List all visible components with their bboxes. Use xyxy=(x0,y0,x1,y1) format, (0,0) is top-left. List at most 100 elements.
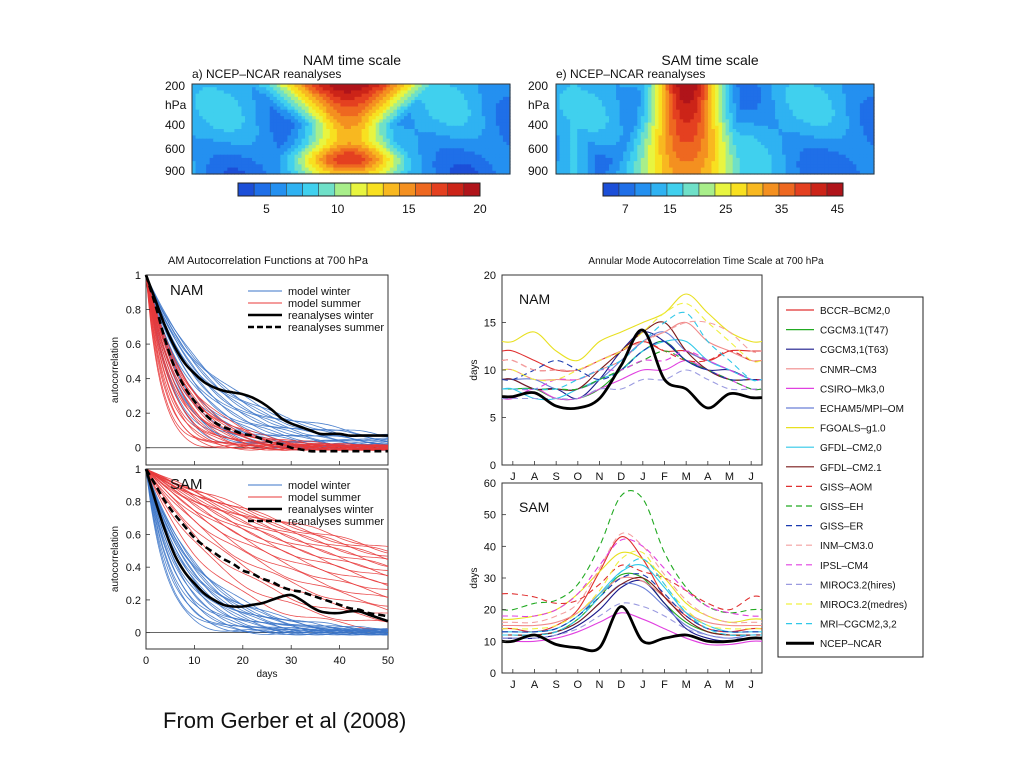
heatmap-cell xyxy=(690,151,695,156)
heatmap-cell xyxy=(414,103,419,108)
heatmap-cell xyxy=(764,106,769,111)
heatmap-cell xyxy=(266,90,271,95)
heatmap-cell xyxy=(831,109,836,114)
heatmap-cell xyxy=(192,112,197,117)
heatmap-cell xyxy=(810,157,815,162)
heatmap-cell xyxy=(651,138,656,143)
heatmap-cell xyxy=(287,129,292,133)
heatmap-cell xyxy=(347,125,352,130)
heatmap-cell xyxy=(347,109,352,114)
heatmap-cell xyxy=(206,129,211,133)
heatmap-cell xyxy=(432,96,437,101)
heatmap-cell xyxy=(192,84,197,88)
heatmap-cell xyxy=(672,145,677,149)
heatmap-cell xyxy=(467,96,472,101)
heatmap-cell xyxy=(305,145,310,149)
heatmap-cell xyxy=(453,100,458,104)
heatmap-cell xyxy=(382,145,387,149)
heatmap-cell xyxy=(227,103,232,108)
heatmap-cell xyxy=(856,90,861,95)
heatmap-cell xyxy=(305,132,310,137)
heatmap-cell xyxy=(478,141,483,146)
heatmap-cell xyxy=(573,119,578,124)
heatmap-cell xyxy=(237,141,243,146)
heatmap-cell xyxy=(654,151,660,156)
heatmap-cell xyxy=(305,122,310,127)
heatmap-cell xyxy=(365,125,370,130)
heatmap-cell xyxy=(849,141,854,146)
heatmap-cell xyxy=(375,154,380,159)
heatmap-cell xyxy=(792,138,797,143)
heatmap-cell xyxy=(715,87,720,92)
heatmap-cell xyxy=(407,90,412,95)
heatmap-cell xyxy=(697,129,702,133)
heatmap-cell xyxy=(382,87,387,92)
heatmap-cell xyxy=(821,129,826,133)
heatmap-cell xyxy=(506,135,511,140)
heatmap-cell xyxy=(404,154,409,159)
heatmap-cell xyxy=(336,132,341,137)
heatmap-cell xyxy=(259,167,264,172)
heatmap-cell xyxy=(852,132,857,137)
heatmap-cell xyxy=(372,96,377,101)
heatmap-cell xyxy=(474,125,479,130)
heatmap-cell xyxy=(870,148,875,153)
heatmap-cell xyxy=(312,148,317,153)
heatmap-cell xyxy=(842,122,847,127)
heatmap-cell xyxy=(506,129,511,133)
heatmap-cell xyxy=(859,109,864,114)
heatmap-cell xyxy=(485,148,490,153)
heatmap-cell xyxy=(796,157,801,162)
heatmap-cell xyxy=(347,93,352,98)
heatmap-cell xyxy=(329,112,334,117)
heatmap-cell xyxy=(605,157,610,162)
heatmap-cell xyxy=(729,135,734,140)
heatmap-cell xyxy=(351,87,356,92)
heatmap-cell xyxy=(393,135,398,140)
heatmap-cell xyxy=(584,84,589,88)
heatmap-cell xyxy=(693,141,698,146)
heatmap-cell xyxy=(828,109,833,114)
heatmap-cell xyxy=(298,154,303,159)
heatmap-cell xyxy=(502,167,508,172)
heatmap-cell xyxy=(686,148,691,153)
heatmap-cell xyxy=(637,145,642,149)
heatmap-cell xyxy=(672,103,677,108)
heatmap-cell xyxy=(637,93,642,98)
heatmap-cell xyxy=(722,164,727,169)
heatmap-cell xyxy=(831,90,836,95)
heatmap-cell xyxy=(287,164,292,169)
heatmap-cell xyxy=(506,138,511,143)
heatmap-cell xyxy=(365,119,370,124)
heatmap-cell xyxy=(432,170,437,175)
heatmap-cell xyxy=(623,103,628,108)
heatmap-cell xyxy=(329,157,334,162)
heatmap-cell xyxy=(266,106,271,111)
heatmap-cell xyxy=(644,157,649,162)
heatmap-cell xyxy=(361,161,366,165)
heatmap-cell xyxy=(782,145,787,149)
heatmap-cell xyxy=(453,112,458,117)
heatmap-cell xyxy=(485,112,490,117)
heatmap-cell xyxy=(478,119,483,124)
heatmap-cell xyxy=(654,93,660,98)
heatmap-cell xyxy=(711,96,716,101)
heatmap-cell xyxy=(269,132,274,137)
heatmap-cell xyxy=(262,106,267,111)
heatmap-cell xyxy=(789,125,794,130)
heatmap-cell xyxy=(308,109,313,114)
heatmap-cell xyxy=(481,157,486,162)
heatmap-cell xyxy=(782,135,787,140)
colorbar-swatch xyxy=(431,182,448,197)
heatmap-cell xyxy=(683,90,688,95)
heatmap-cell xyxy=(665,112,670,117)
heatmap-cell xyxy=(206,116,211,120)
heatmap-cell xyxy=(838,154,843,159)
heatmap-cell xyxy=(722,135,727,140)
heatmap-cell xyxy=(365,109,370,114)
heatmap-cell xyxy=(609,122,614,127)
heatmap-cell xyxy=(707,100,713,104)
heatmap-cell xyxy=(775,103,780,108)
heatmap-cell xyxy=(831,96,836,101)
heatmap-cell xyxy=(849,87,854,92)
